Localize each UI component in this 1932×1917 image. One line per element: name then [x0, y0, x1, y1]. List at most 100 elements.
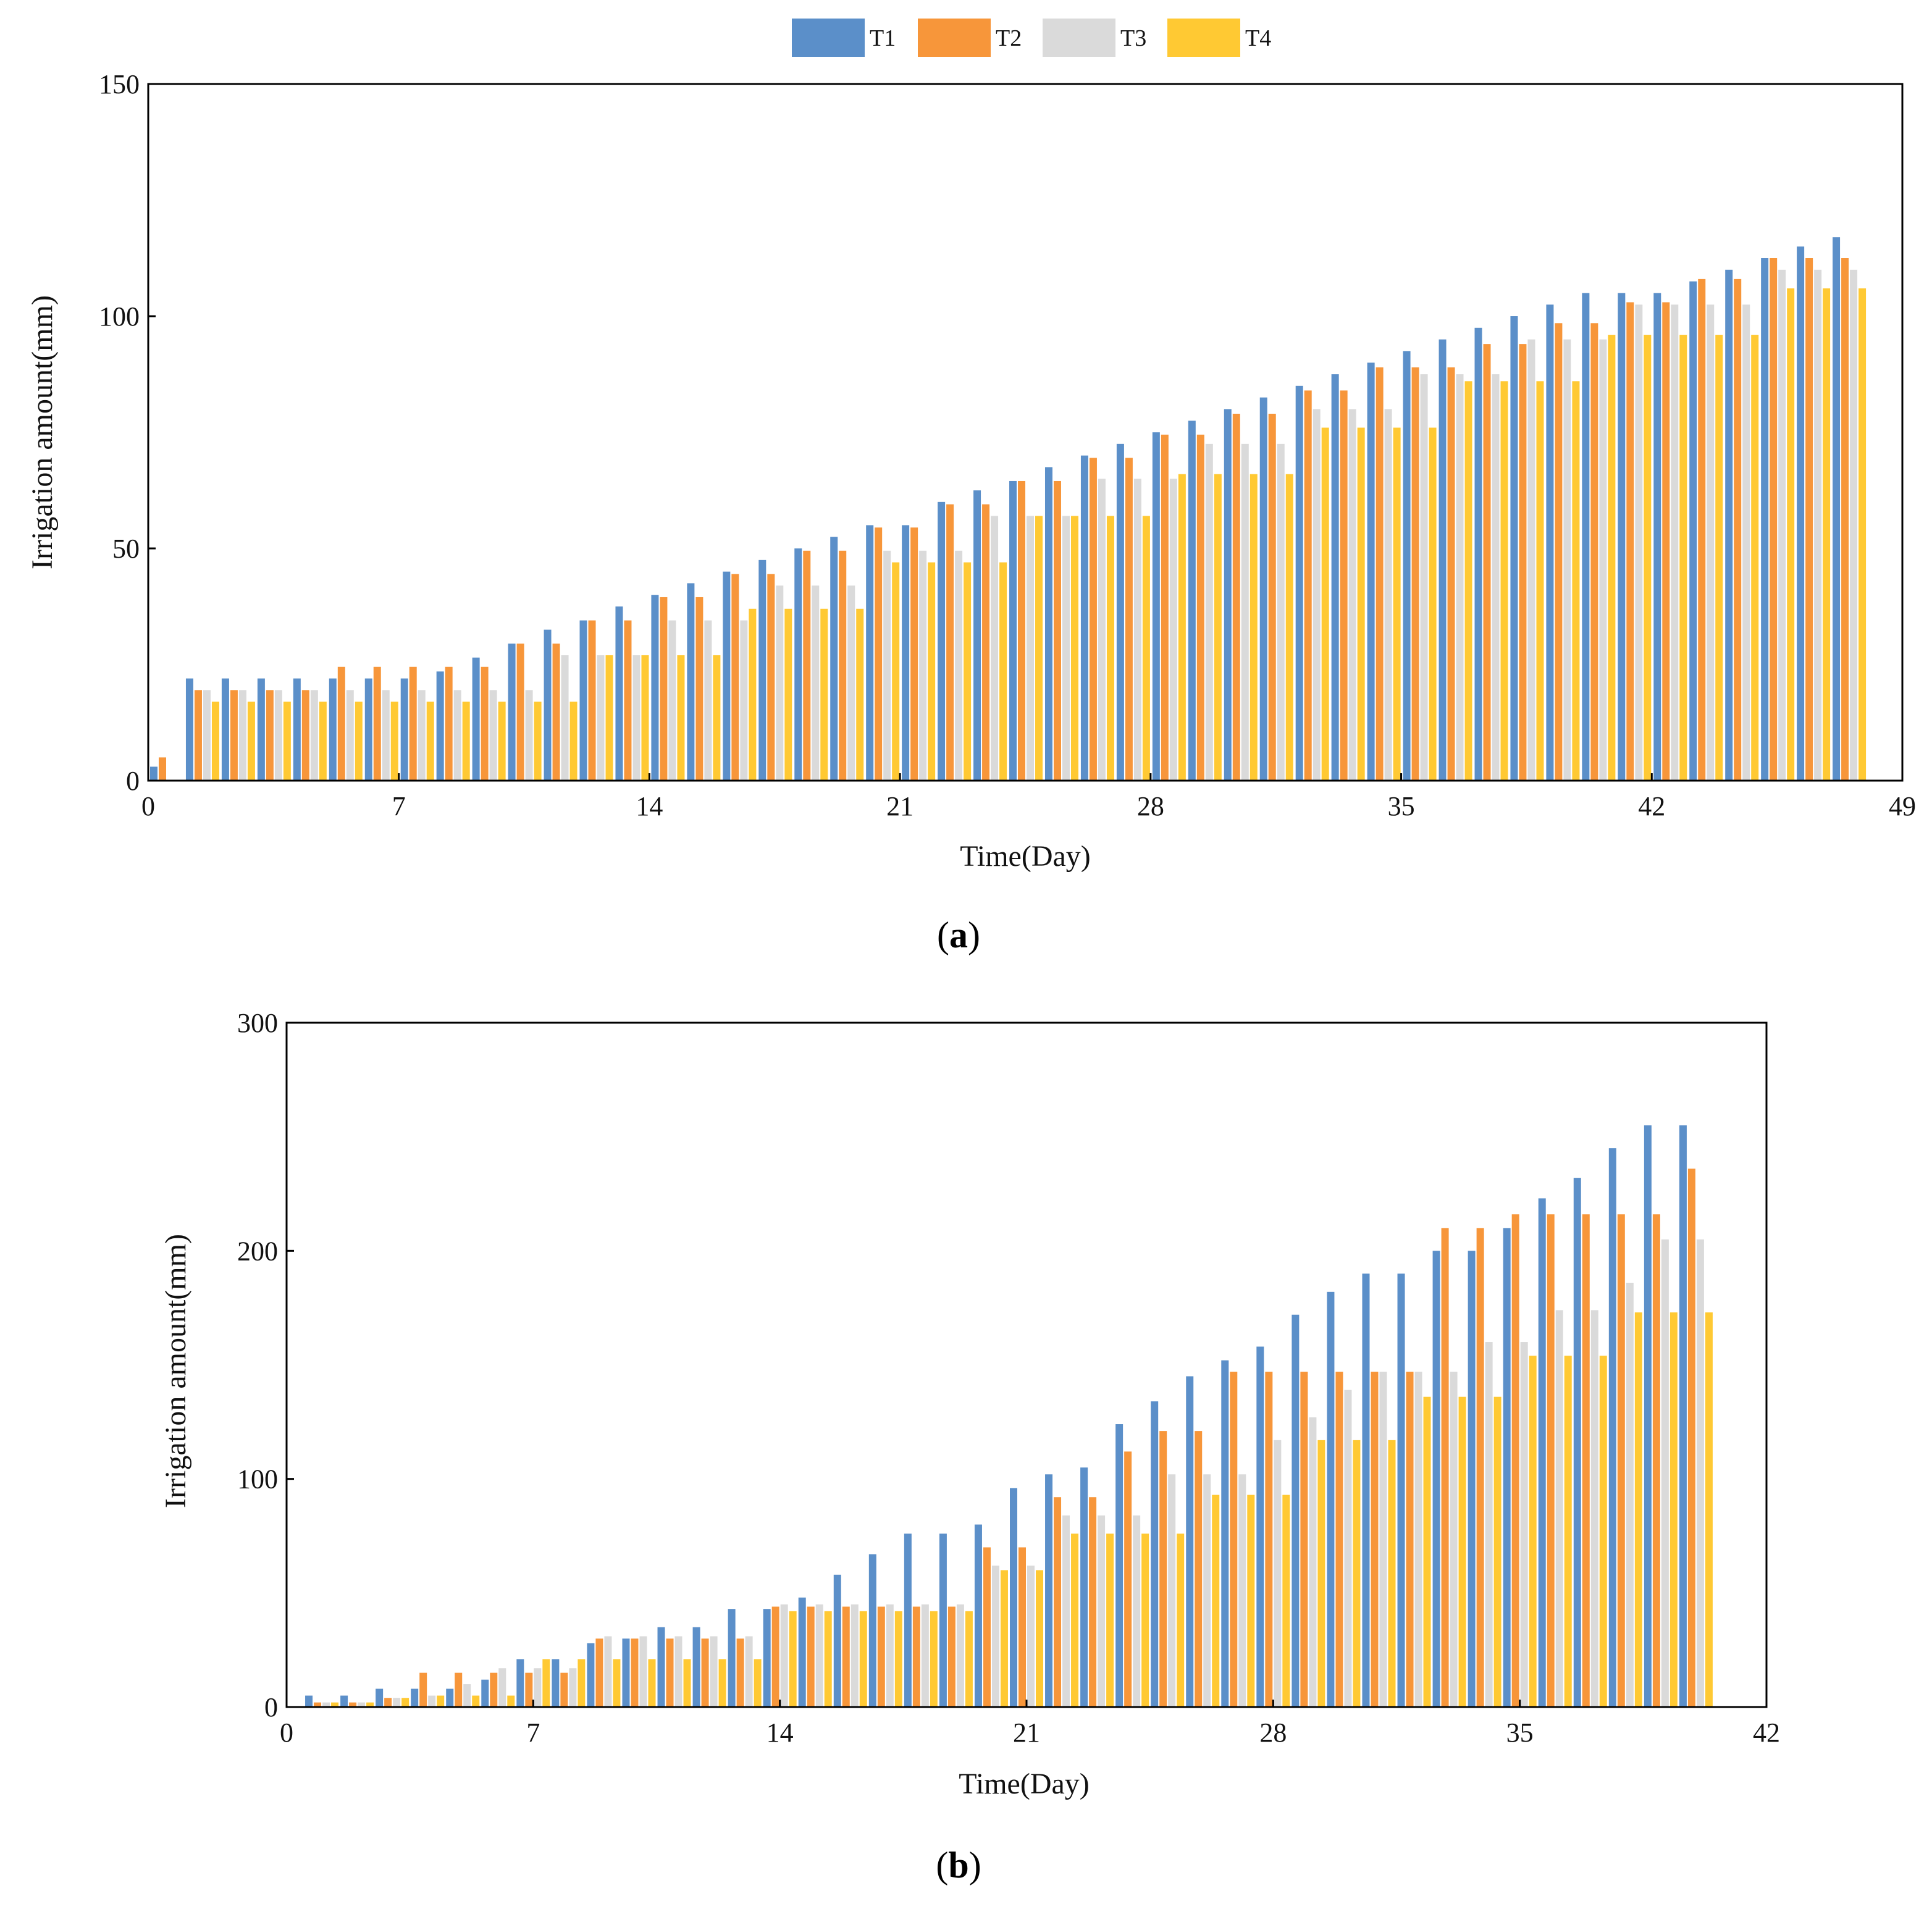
bar-t1-day-12 [579, 620, 587, 781]
bar-t3-day-13 [632, 655, 640, 781]
bar-t2-day-6 [490, 1672, 498, 1707]
bar-t2-day-25 [1053, 480, 1061, 781]
chart-a-bars [150, 237, 1867, 781]
bar-t1-day-26 [1186, 1376, 1194, 1707]
bar-t2-day-2 [230, 690, 238, 781]
bar-t2-day-1 [194, 690, 202, 781]
bar-t1-day-23 [973, 490, 981, 781]
bar-t2-day-45 [1770, 258, 1778, 781]
bar-t3-day-8 [569, 1668, 577, 1707]
bar-t2-day-33 [1340, 390, 1348, 781]
bar-t1-day-22 [1045, 1474, 1053, 1707]
bar-t3-day-19 [847, 585, 855, 781]
bar-t1-day-18 [794, 548, 802, 781]
bar-t1-day-7 [400, 678, 408, 781]
y-tick-label: 50 [112, 534, 140, 564]
bar-t3-day-41 [1635, 304, 1643, 781]
bar-t2-day-29 [1300, 1372, 1308, 1707]
bar-t3-day-23 [991, 516, 999, 781]
bar-t1-day-35 [1403, 351, 1411, 781]
bar-t2-day-8 [560, 1672, 568, 1707]
bar-t4-day-6 [507, 1695, 515, 1707]
bar-t2-day-1 [314, 1702, 322, 1707]
bar-t3-day-19 [956, 1604, 964, 1707]
bar-t2-day-18 [803, 550, 811, 781]
bar-t1-day-35 [1503, 1228, 1511, 1707]
bar-t2-day-12 [588, 620, 596, 781]
bar-t4-day-23 [1106, 1533, 1114, 1707]
bar-t1-day-19 [830, 537, 838, 781]
bar-t3-day-20 [883, 550, 891, 781]
bar-t4-day-3 [401, 1698, 410, 1707]
bar-t2-day-43 [1698, 279, 1706, 781]
bar-t3-day-4 [428, 1695, 436, 1707]
x-tick-label: 49 [1889, 791, 1916, 821]
bar-t4-day-11 [569, 702, 578, 781]
bar-t2-day-20 [983, 1547, 991, 1707]
bar-t3-day-34 [1485, 1342, 1493, 1707]
bar-t1-day-45 [1761, 258, 1769, 781]
bar-t4-day-22 [1071, 1533, 1079, 1707]
bar-t3-day-38 [1527, 339, 1535, 781]
bar-t1-day-25 [1044, 467, 1052, 781]
bar-t2-day-34 [1376, 367, 1384, 781]
bar-t2-day-36 [1547, 1214, 1555, 1707]
bar-t3-day-10 [639, 1636, 647, 1707]
bar-t4-day-27 [1142, 516, 1150, 781]
bar-t4-day-37 [1599, 1356, 1607, 1707]
bar-t2-day-5 [337, 666, 345, 781]
bar-t4-day-35 [1429, 427, 1437, 781]
bar-t3-day-33 [1450, 1372, 1458, 1707]
bar-t4-day-9 [613, 1659, 621, 1707]
bar-t1-day-26 [1080, 455, 1088, 781]
bar-t2-day-10 [516, 644, 524, 781]
bar-t4-day-17 [894, 1611, 902, 1707]
bar-t2-day-26 [1195, 1431, 1203, 1707]
bar-t1-day-15 [798, 1597, 806, 1707]
bar-t4-day-14 [789, 1611, 797, 1707]
bar-t1-day-3 [376, 1688, 384, 1707]
bar-t4-day-10 [648, 1659, 656, 1707]
bar-t3-day-23 [1098, 1515, 1106, 1707]
bar-t2-day-31 [1371, 1372, 1379, 1707]
bar-t2-day-18 [912, 1606, 920, 1707]
bar-t2-day-24 [1018, 480, 1026, 781]
y-tick-label: 0 [264, 1692, 278, 1722]
x-tick-label: 42 [1638, 791, 1665, 821]
bar-t2-day-35 [1511, 1214, 1519, 1707]
bar-t1-day-42 [1653, 293, 1661, 781]
bar-t1-day-39 [1546, 304, 1554, 781]
y-tick-label: 300 [237, 1008, 278, 1038]
bar-t2-day-28 [1265, 1372, 1273, 1707]
bar-t4-day-15 [824, 1611, 832, 1707]
bar-t3-day-29 [1309, 1417, 1317, 1707]
bar-t4-day-10 [534, 702, 542, 781]
bar-t4-day-16 [859, 1611, 867, 1707]
bar-t1-day-34 [1468, 1251, 1476, 1707]
bar-t3-day-9 [489, 690, 497, 781]
bar-t3-day-30 [1241, 443, 1249, 781]
bar-t3-day-44 [1742, 304, 1750, 781]
bar-t1-day-16 [833, 1574, 841, 1707]
bar-t2-day-36 [1447, 367, 1455, 781]
bar-t3-day-4 [310, 690, 318, 781]
bar-t4-day-28 [1282, 1495, 1290, 1707]
bar-t1-day-6 [364, 678, 372, 781]
x-tick-label: 21 [1013, 1718, 1040, 1748]
bar-t3-day-30 [1344, 1390, 1352, 1707]
bar-t3-day-28 [1274, 1440, 1282, 1707]
bar-t2-day-34 [1476, 1228, 1484, 1707]
bar-t4-day-32 [1423, 1396, 1431, 1707]
bar-t1-day-13 [615, 606, 623, 781]
bar-t4-day-45 [1787, 288, 1795, 781]
bar-t1-day-1 [185, 678, 193, 781]
bar-t3-day-16 [740, 620, 748, 781]
bar-t4-day-21 [1036, 1570, 1043, 1707]
bar-t2-day-15 [695, 597, 704, 781]
bar-t2-day-30 [1232, 413, 1240, 781]
bar-t2-day-8 [445, 666, 453, 781]
bar-t2-day-39 [1555, 323, 1563, 781]
legend-swatch-t3 [1043, 19, 1115, 57]
bar-t3-day-16 [850, 1604, 859, 1707]
bar-t1-day-8 [552, 1659, 560, 1707]
